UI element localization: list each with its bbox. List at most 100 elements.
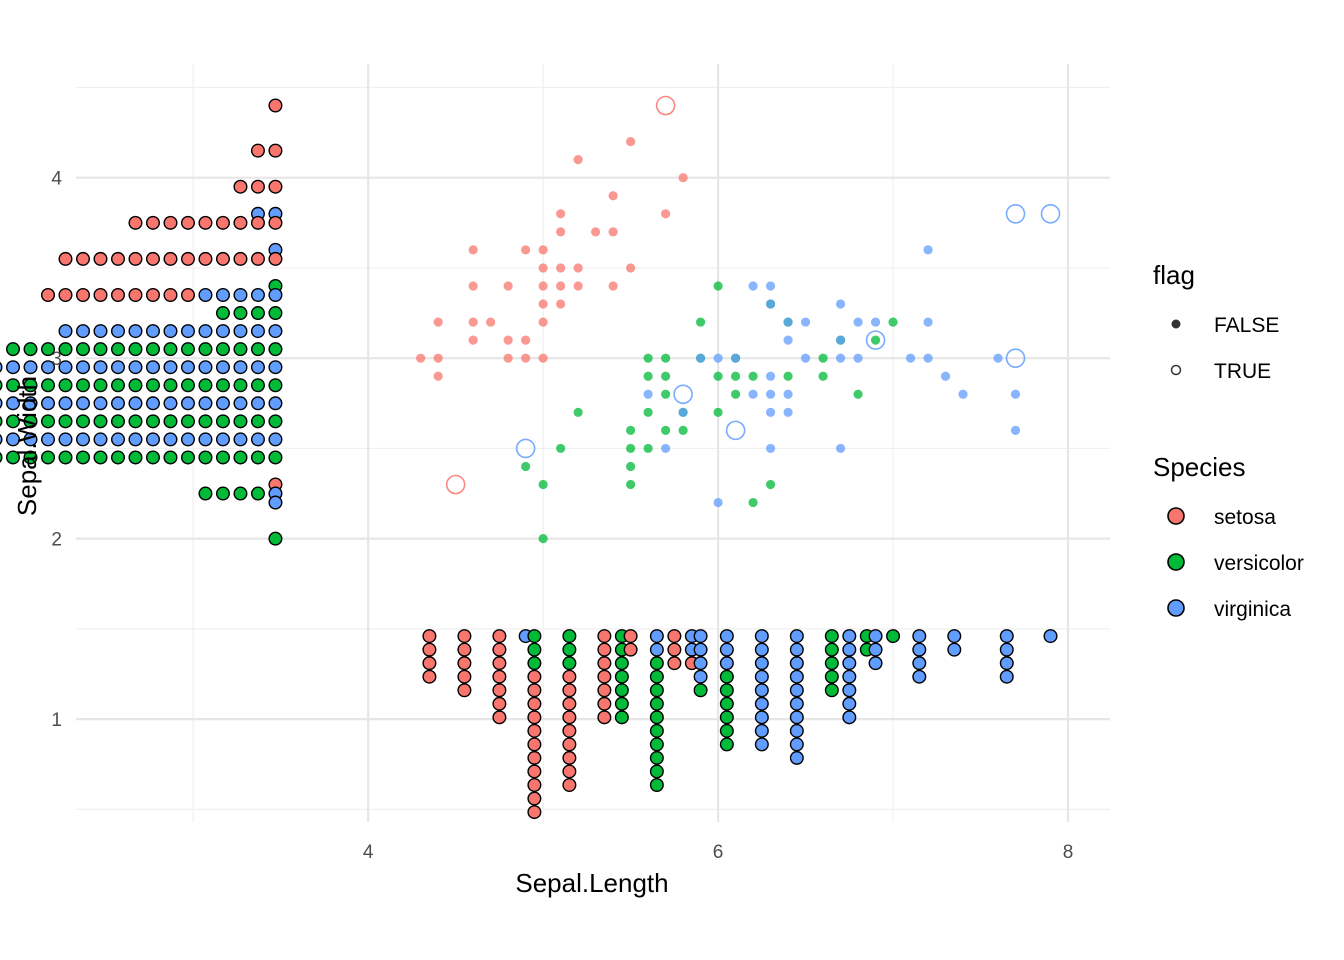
x-dotplot-dot-setosa bbox=[562, 669, 577, 684]
y-dotplot-dot-versicolor bbox=[145, 414, 160, 429]
x-dotplot-dot-setosa bbox=[562, 696, 577, 711]
y-dotplot-dot-virginica bbox=[0, 397, 3, 409]
scatter-point-setosa bbox=[608, 281, 618, 291]
y-dotplot-dot-versicolor bbox=[163, 378, 178, 393]
y-dotplot-dot-versicolor bbox=[215, 378, 230, 393]
scatter-point-versicolor bbox=[818, 371, 828, 381]
y-dotplot-dot-versicolor bbox=[128, 450, 143, 465]
x-dotplot-dot-setosa bbox=[527, 750, 542, 765]
x-dotplot-dot-versicolor bbox=[614, 683, 629, 698]
x-dotplot-dot-virginica bbox=[947, 629, 962, 644]
legend-species: Species setosa versicolor virginica bbox=[1153, 452, 1304, 621]
x-dotplot-dot-versicolor bbox=[693, 683, 708, 698]
scatter-point-setosa bbox=[521, 335, 531, 345]
x-dotplot-dot-setosa bbox=[527, 805, 542, 820]
y-dotplot-dot-virginica bbox=[233, 396, 248, 411]
x-dotplot-dot-virginica bbox=[649, 642, 664, 657]
scatter-point-setosa bbox=[556, 299, 566, 309]
scatter-point-virginica bbox=[713, 353, 723, 363]
x-dotplot-dot-virginica bbox=[789, 683, 804, 698]
scatter-point-versicolor bbox=[626, 479, 636, 490]
y-dotplot-dot-setosa bbox=[215, 251, 230, 266]
legend-virginica-label: virginica bbox=[1214, 598, 1291, 621]
scatter-point-setosa bbox=[556, 209, 566, 219]
y-dotplot-dot-versicolor bbox=[23, 342, 38, 357]
scatter-point-versicolor bbox=[521, 461, 531, 472]
scatter-point-virginica bbox=[695, 353, 706, 363]
x-dotplot-dot-setosa bbox=[457, 642, 472, 657]
x-dotplot-dot-virginica bbox=[693, 656, 708, 671]
x-dotplot-dot-versicolor bbox=[824, 669, 839, 684]
scatter-point-virginica bbox=[1010, 425, 1021, 435]
legend-flag-true-label: TRUE bbox=[1214, 360, 1271, 383]
x-dotplot-dot-setosa bbox=[457, 683, 472, 698]
scatter-point-versicolor bbox=[643, 407, 653, 417]
y-dotplot-dot-virginica bbox=[198, 396, 213, 411]
y-dotplot-dot-versicolor bbox=[180, 378, 195, 393]
y-dotplot-dot-versicolor bbox=[215, 342, 230, 357]
x-dotplot-dot-virginica bbox=[842, 669, 857, 684]
x-dotplot-dot-virginica bbox=[649, 629, 664, 644]
x-dotplot-dot-virginica bbox=[868, 642, 883, 657]
y-dotplot-dot-setosa bbox=[250, 143, 265, 158]
y-dotplot-dot-setosa bbox=[145, 251, 160, 266]
x-dotplot-dot-setosa bbox=[492, 629, 507, 644]
x-dotplot-dot-setosa bbox=[667, 642, 682, 657]
x-dotplot-dot-setosa bbox=[597, 683, 612, 698]
scatter-point-versicolor bbox=[713, 371, 723, 381]
y-dotplot-dot-virginica bbox=[110, 396, 125, 411]
y-dotplot-dot-setosa bbox=[75, 251, 90, 266]
x-dotplot-dot-virginica bbox=[789, 737, 804, 752]
y-dotplot-dot-versicolor bbox=[268, 342, 283, 357]
x-dotplot-dot-virginica bbox=[842, 642, 857, 657]
y-dotplot-dot-virginica bbox=[23, 432, 38, 447]
y-dotplot-dot-setosa bbox=[163, 288, 178, 303]
scatter-point-versicolor bbox=[643, 353, 653, 363]
scatter-point-versicolor bbox=[730, 389, 741, 399]
y-dotplot-dot-setosa bbox=[75, 288, 90, 303]
y-dotplot-dot-virginica bbox=[163, 360, 178, 375]
scatter-point-setosa bbox=[573, 263, 583, 273]
y-dotplot-dot-versicolor bbox=[250, 342, 265, 357]
x-dotplot-dot-setosa bbox=[623, 629, 638, 644]
x-dotplot-dot-setosa bbox=[422, 669, 437, 684]
legend-versicolor-label: versicolor bbox=[1214, 552, 1304, 575]
y-dotplot-dot-setosa bbox=[110, 288, 125, 303]
scatter-point-virginica bbox=[678, 407, 688, 417]
x-dotplot-dot-virginica bbox=[868, 629, 883, 644]
y-dotplot-dot-virginica bbox=[233, 360, 248, 375]
y-dotplot-dot-versicolor bbox=[128, 342, 143, 357]
y-dotplot-dot-virginica bbox=[93, 396, 108, 411]
y-dotplot-dot-virginica bbox=[180, 360, 195, 375]
y-dotplot-dot-versicolor bbox=[58, 378, 73, 393]
y-dotplot-dot-versicolor bbox=[268, 450, 283, 465]
x-dotplot-dot-setosa bbox=[492, 669, 507, 684]
x-dotplot-dot-setosa bbox=[562, 683, 577, 698]
x-tick-label: 6 bbox=[713, 842, 724, 863]
y-dotplot-dot-setosa bbox=[268, 251, 283, 266]
y-dotplot-dot-virginica bbox=[163, 324, 178, 339]
scatter-point-setosa bbox=[416, 353, 426, 363]
y-dotplot-dot-setosa bbox=[41, 288, 56, 303]
x-dotplot-dot-versicolor bbox=[527, 629, 542, 644]
x-dotplot-dot-versicolor bbox=[649, 723, 664, 738]
x-dotplot-dot-virginica bbox=[789, 710, 804, 725]
x-dotplot-dot-virginica bbox=[912, 656, 927, 671]
x-dotplot-dot-setosa bbox=[623, 642, 638, 657]
x-dotplot-dot-versicolor bbox=[614, 669, 629, 684]
scatter-point-versicolor bbox=[870, 335, 881, 345]
y-dotplot-dot-virginica bbox=[128, 360, 143, 375]
scatter-point-versicolor bbox=[853, 389, 863, 399]
x-dotplot-dot-virginica bbox=[842, 696, 857, 711]
y-dotplot-dot-versicolor bbox=[163, 414, 178, 429]
scatter-point-setosa bbox=[591, 227, 601, 237]
y-dotplot-dot-virginica bbox=[41, 360, 56, 375]
x-dotplot-dot-versicolor bbox=[614, 656, 629, 671]
scatter-point-virginica bbox=[783, 317, 793, 327]
x-dotplot-dot-versicolor bbox=[719, 737, 734, 752]
x-dotplot-dot-setosa bbox=[422, 642, 437, 657]
scatter-point-virginica bbox=[800, 317, 811, 327]
y-dotplot-dot-virginica bbox=[250, 288, 265, 303]
y-dotplot-dot-virginica bbox=[268, 288, 283, 303]
